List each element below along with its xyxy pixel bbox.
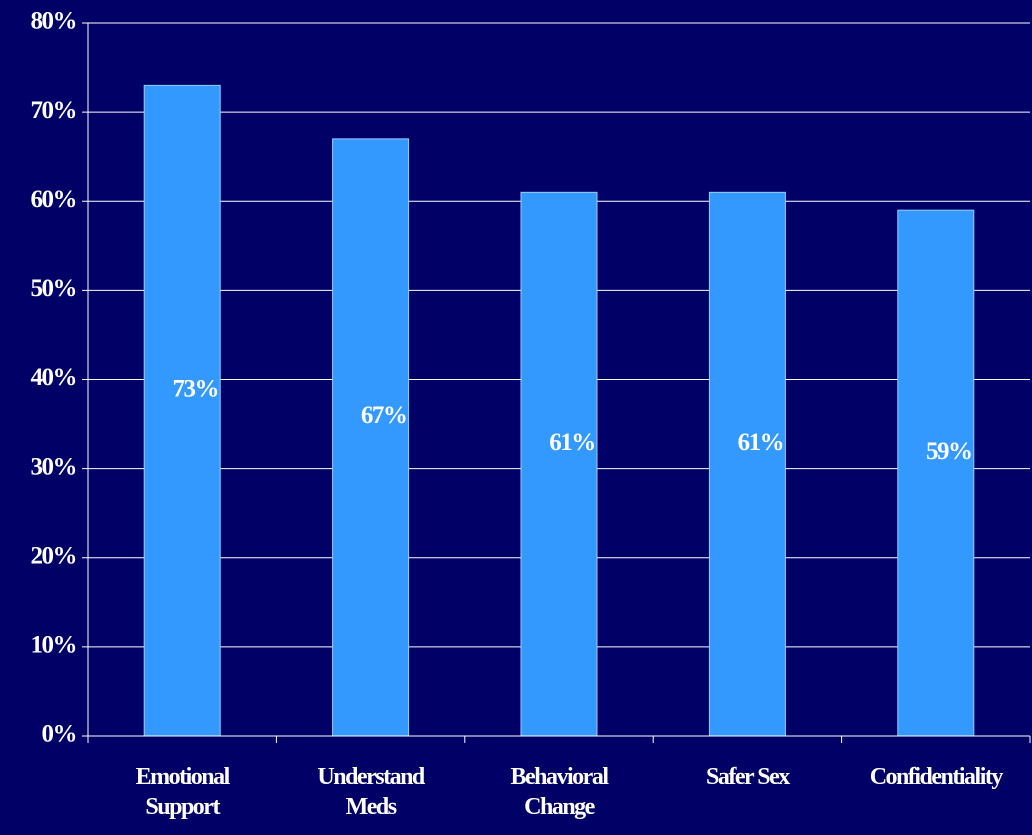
x-tick-label: Behavioral Change (510, 764, 610, 820)
x-tick-label: Understand Meds (317, 764, 425, 820)
data-label: 73% (172, 375, 218, 402)
y-tick-label: 10% (31, 632, 77, 659)
y-tick-label: 60% (31, 186, 77, 213)
y-tick-label: 50% (31, 275, 77, 302)
data-label: 61% (738, 429, 784, 456)
x-tick-label: Emotional Support (135, 764, 231, 820)
bar (520, 191, 598, 737)
y-tick-label: 20% (31, 542, 77, 569)
bar (143, 84, 221, 737)
x-tick-label: Confidentiality (869, 764, 1004, 790)
y-tick-label: 40% (31, 364, 77, 391)
data-label: 67% (361, 402, 407, 429)
y-tick-label: 0% (42, 721, 77, 748)
data-label: 61% (549, 429, 595, 456)
bar (332, 138, 410, 737)
y-tick-label: 30% (31, 453, 77, 480)
y-tick-label: 70% (31, 97, 77, 124)
y-tick-label: 80% (31, 8, 77, 35)
bar (708, 191, 786, 737)
data-label: 59% (926, 438, 972, 465)
x-tick-label: Safer Sex (706, 764, 790, 790)
bar (897, 209, 975, 737)
